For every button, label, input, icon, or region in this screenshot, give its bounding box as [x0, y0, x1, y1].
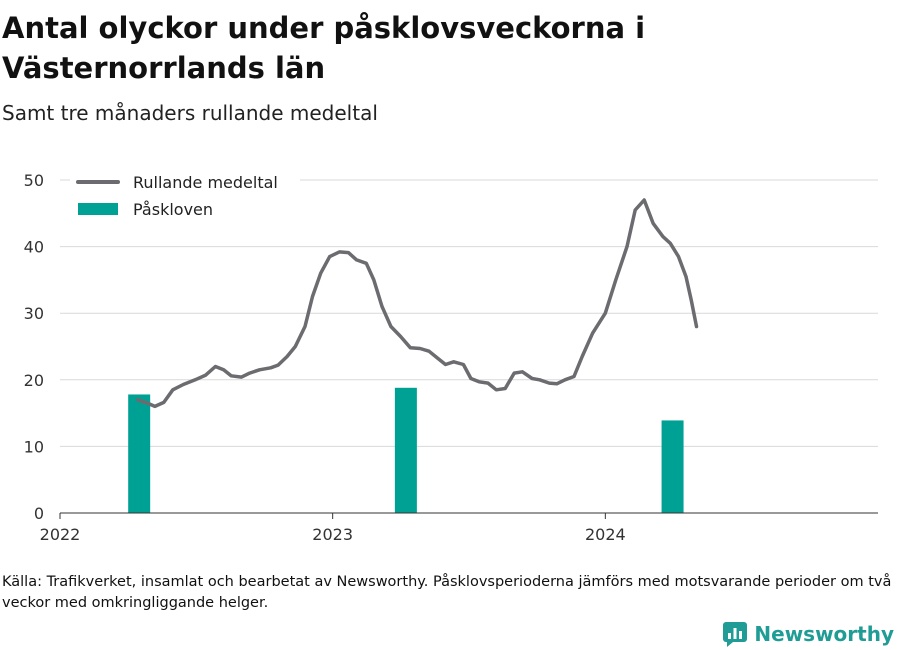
legend: Rullande medeltal Påskloven — [70, 170, 300, 232]
line-series — [135, 198, 699, 409]
chart: 0 10 20 30 40 50 2022 2023 2024 Rullande medelta… — [24, 170, 878, 544]
x-tick-label: 2023 — [312, 525, 353, 544]
y-tick-label: 30 — [24, 304, 44, 323]
legend-label-line: Rullande medeltal — [133, 173, 278, 192]
bar-paskloven — [661, 420, 684, 513]
brand-logo: Newsworthy — [722, 620, 894, 648]
chart-subtitle: Samt tre månaders rullande medeltal — [2, 101, 378, 125]
y-tick-label: 20 — [24, 371, 44, 390]
y-tick-label: 50 — [24, 171, 44, 190]
line-rullande-medeltal — [135, 198, 699, 409]
newsworthy-logo-icon — [723, 622, 748, 647]
legend-swatch-bar — [78, 203, 118, 215]
bar-paskloven — [394, 387, 417, 513]
bar-series — [128, 387, 684, 513]
brand-name: Newsworthy — [754, 622, 894, 646]
legend-label-bar: Påskloven — [133, 200, 213, 219]
x-tick-label: 2022 — [40, 525, 81, 544]
x-tick-label: 2024 — [585, 525, 626, 544]
chart-title: Antal olyckor under påsklovsveckorna i V… — [2, 11, 646, 85]
y-tick-label: 40 — [24, 238, 44, 257]
bar-paskloven — [128, 394, 151, 513]
y-tick-label: 0 — [34, 504, 44, 523]
y-tick-label: 10 — [24, 437, 44, 456]
source-note: Källa: Trafikverket, insamlat och bearbe… — [2, 574, 892, 611]
axes: 0 10 20 30 40 50 2022 2023 2024 — [24, 171, 878, 544]
